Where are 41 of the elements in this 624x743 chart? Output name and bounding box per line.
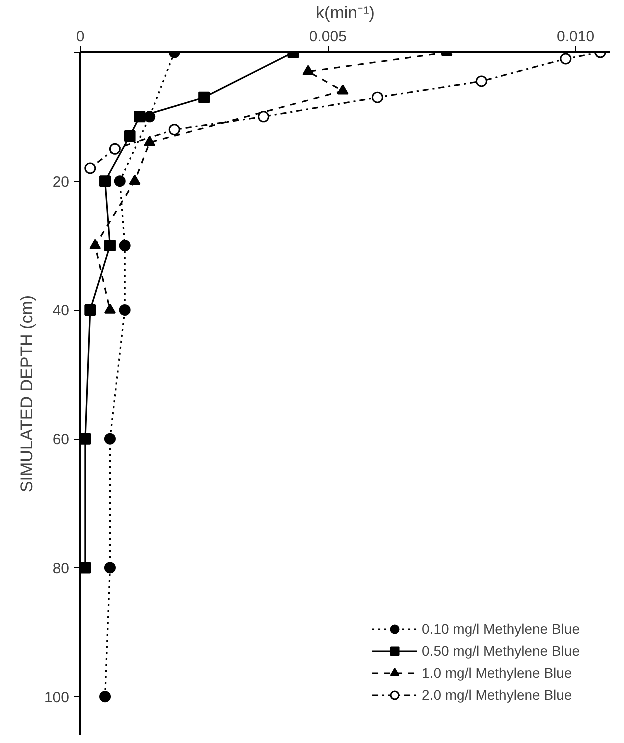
point [168,124,180,136]
point [80,562,92,574]
point [104,433,116,445]
point [80,433,92,445]
point [144,136,156,146]
legend-label: 1.0 mg/l Methylene Blue [422,665,572,681]
point [302,65,314,76]
x-axis-title: k(min⁻¹) [316,4,375,22]
x-tick-label: 0 [76,28,85,46]
point [124,130,136,142]
legend-label: 0.10 mg/l Methylene Blue [422,621,580,637]
x-tick-label: 0.005 [309,28,347,46]
point [119,240,131,252]
point [90,239,102,250]
point [104,304,116,314]
point [198,92,210,104]
point [119,304,131,316]
point [372,92,384,104]
point [100,176,112,188]
point [337,84,349,95]
point [84,162,96,174]
point [84,304,96,316]
point [476,76,488,88]
point [104,562,116,574]
point [560,53,572,65]
y-tick-label: 60 [52,432,70,449]
x-tick-label: 0.010 [557,28,595,46]
point [104,240,116,252]
y-tick-label: 80 [52,560,70,578]
legend-label: 2.0 mg/l Methylene Blue [422,687,572,703]
legend-label: 0.50 mg/l Methylene Blue [422,643,580,659]
point [100,691,112,703]
y-tick-label: 40 [52,302,70,320]
point [109,143,121,155]
point [129,174,141,186]
y-tick-label: 20 [52,174,70,191]
point [134,111,146,123]
point [114,176,126,188]
y-tick-label: 100 [44,689,70,706]
y-axis-title: SIMULATED DEPTH (cm) [17,295,36,493]
point [258,111,270,123]
